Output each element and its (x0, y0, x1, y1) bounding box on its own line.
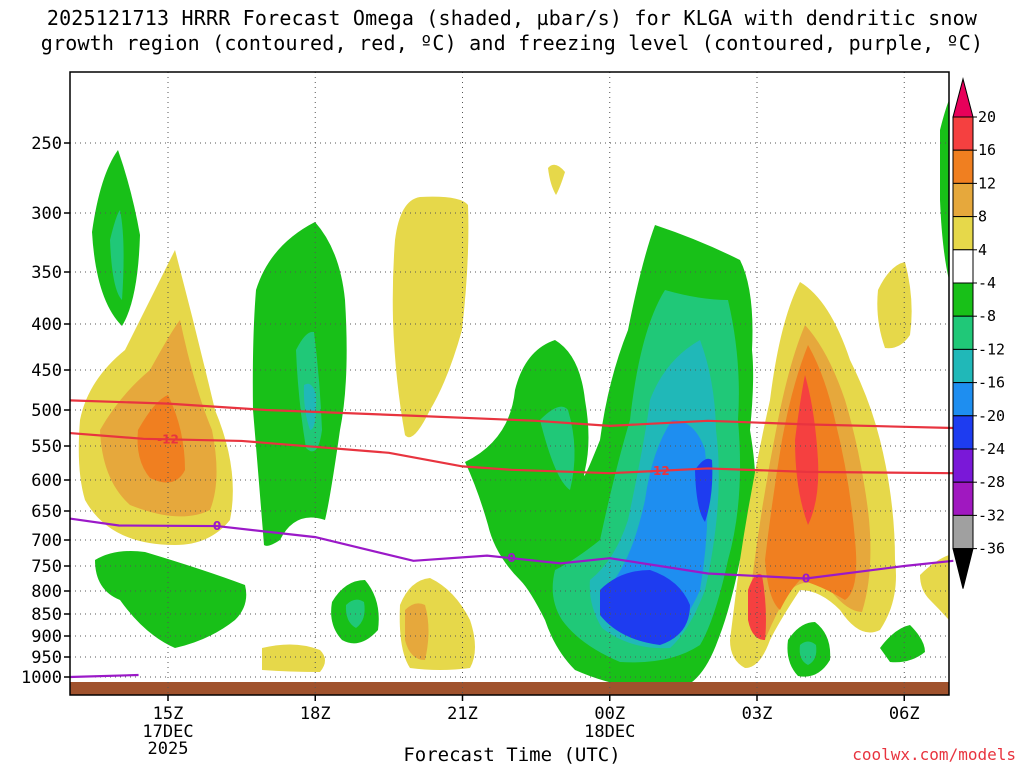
colorbar-label: -24 (978, 440, 1005, 458)
colorbar-swatch (952, 216, 974, 251)
y-tick-label: 600 (31, 471, 62, 491)
y-axis: 2503003504004505005506006507007508008509… (21, 134, 70, 688)
colorbar-swatch (952, 182, 974, 218)
x-tick-sublabel: 2025 (148, 739, 189, 759)
colorbar-label: -12 (978, 340, 1005, 358)
ground-strip (70, 682, 949, 695)
plot-frame (69, 71, 950, 696)
credit-link[interactable]: coolwx.com/models (852, 745, 1016, 764)
colorbar-swatch (952, 348, 974, 384)
x-tick-sublabel: 17DEC (142, 722, 193, 742)
colorbar-label: -16 (978, 374, 1005, 392)
dendritic-contour (69, 399, 954, 430)
x-axis-label: Forecast Time (UTC) (403, 744, 621, 766)
colorbar-label: 16 (978, 141, 996, 159)
x-tick-label: 03Z (742, 704, 773, 724)
colorbar-label: -28 (978, 473, 1005, 491)
colorbar-label: -36 (978, 540, 1005, 558)
colorbar-swatch (952, 415, 974, 450)
colorbar-label: -32 (978, 506, 1005, 524)
y-tick-label: 550 (31, 437, 62, 457)
colorbar-swatch (952, 116, 974, 151)
colorbar-bottom-arrow (952, 548, 974, 589)
y-tick-label: 950 (31, 648, 62, 668)
y-tick-label: 850 (31, 605, 62, 625)
chart-title-line2: growth region (contoured, red, ºC) and f… (40, 31, 984, 55)
colorbar-swatch (952, 382, 974, 417)
y-tick-label: 700 (31, 531, 62, 551)
freezing-contour-label: 0 (213, 519, 221, 533)
colorbar-swatch (952, 249, 974, 284)
contours: -12 -12 0 0 0 (69, 399, 954, 679)
colorbar-label: -8 (978, 307, 996, 325)
omega-shading (78, 100, 949, 690)
colorbar-label: -20 (978, 407, 1005, 425)
freezing-contour (69, 517, 954, 580)
colorbar-swatch (952, 282, 974, 317)
y-tick-label: 900 (31, 627, 62, 647)
x-tick-label: 18Z (300, 704, 331, 724)
colorbar-swatch (952, 448, 974, 483)
y-tick-label: 1000 (21, 668, 62, 688)
freezing-contour-label: 0 (802, 572, 810, 586)
colorbar-swatch (952, 315, 974, 350)
x-tick-label: 00Z (594, 704, 625, 724)
dendritic-contour-label: -12 (648, 464, 670, 478)
y-tick-label: 400 (31, 315, 62, 335)
dendritic-contour (69, 431, 954, 475)
colorbar-label: 20 (978, 108, 996, 126)
y-tick-label: 500 (31, 401, 62, 421)
colorbar: 20 16 12 8 4 -4 -8 -12 -16 -20 -24 -28 -32 -36 (952, 77, 1005, 589)
colorbar-swatch (952, 149, 974, 184)
colorbar-swatch (952, 481, 974, 516)
dendritic-contour-label: -12 (157, 432, 179, 446)
chart-title-line1: 2025121713 HRRR Forecast Omega (shaded, … (46, 6, 978, 30)
chart-title: 2025121713 HRRR Forecast Omega (shaded, … (0, 6, 1024, 56)
colorbar-swatch (952, 514, 974, 550)
y-tick-label: 800 (31, 582, 62, 602)
freezing-contour (69, 673, 139, 679)
colorbar-label: 4 (978, 241, 987, 259)
y-tick-label: 250 (31, 134, 62, 154)
colorbar-label: 8 (978, 208, 987, 226)
x-tick-sublabel: 18DEC (584, 722, 635, 742)
colorbar-label: -4 (978, 274, 996, 292)
colorbar-top-arrow (952, 77, 974, 118)
colorbar-label: 12 (978, 174, 996, 192)
y-tick-label: 350 (31, 263, 62, 283)
y-tick-label: 750 (31, 557, 62, 577)
y-tick-label: 450 (31, 361, 62, 381)
x-tick-label: 15Z (153, 704, 184, 724)
y-tick-label: 300 (31, 204, 62, 224)
x-tick-label: 06Z (889, 704, 920, 724)
y-tick-label: 650 (31, 502, 62, 522)
freezing-contour-label: 0 (507, 551, 515, 565)
x-tick-label: 21Z (447, 704, 478, 724)
